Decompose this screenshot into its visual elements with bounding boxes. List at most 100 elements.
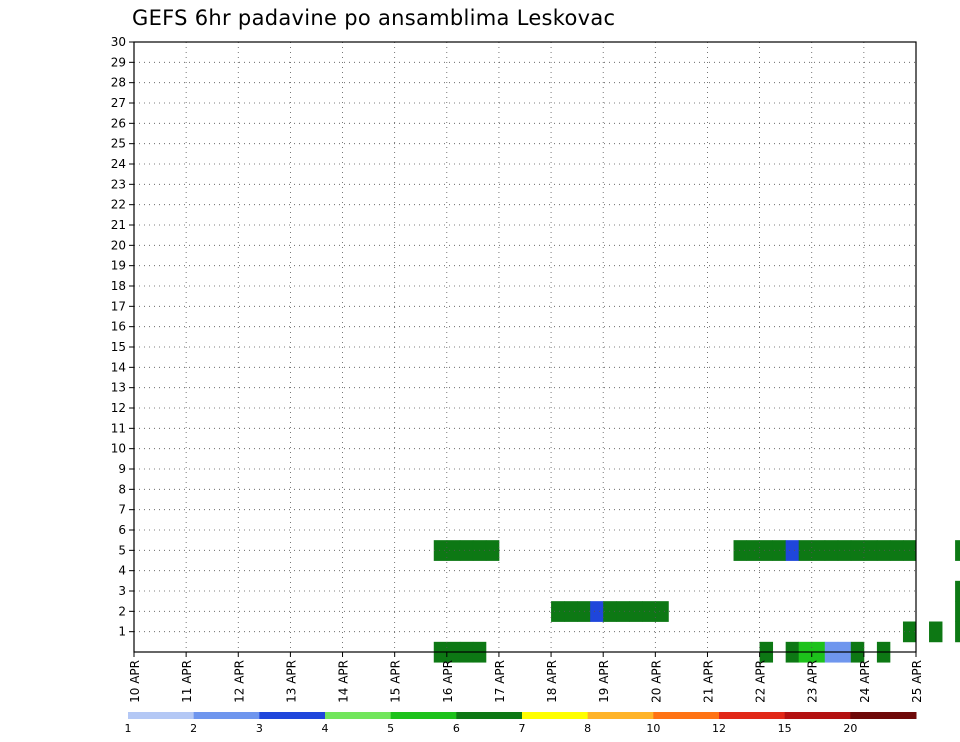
colorbar-label: 3 (256, 722, 263, 735)
x-tick-label: 21 APR (701, 660, 715, 703)
heatmap-cell (616, 601, 630, 622)
y-tick-label: 27 (111, 96, 126, 110)
colorbar-label: 4 (322, 722, 329, 735)
y-tick-label: 5 (118, 543, 126, 557)
x-tick-label: 18 APR (545, 660, 559, 703)
heatmap-cell (850, 540, 865, 561)
heatmap-cell (824, 540, 839, 561)
y-tick-label: 7 (118, 503, 126, 517)
heatmap-cells (433, 540, 960, 663)
colorbar-label: 1 (125, 722, 132, 735)
colorbar-swatch (784, 712, 851, 719)
y-tick-label: 3 (118, 584, 126, 598)
heatmap-cell (889, 540, 904, 561)
colorbar-label: 6 (453, 722, 460, 735)
colorbar-swatch (259, 712, 326, 719)
y-tick-label: 19 (111, 259, 126, 273)
heatmap-cell (955, 580, 960, 602)
heatmap-cell (564, 601, 578, 622)
y-tick-label: 4 (118, 564, 126, 578)
heatmap-cell (433, 540, 448, 561)
y-tick-label: 18 (111, 279, 126, 293)
heatmap-cell (798, 540, 813, 561)
y-tick-label: 22 (111, 198, 126, 212)
colorbar: 1 2 3 4 5 6 7 8 10 12 15 20 (125, 712, 917, 735)
y-tick-label: 20 (111, 238, 126, 252)
x-tick-label: 20 APR (649, 660, 663, 703)
heatmap-cell (785, 540, 800, 561)
colorbar-swatch (850, 712, 917, 719)
heatmap-cell (876, 540, 891, 561)
y-tick-label: 28 (111, 76, 126, 90)
heatmap-cell (629, 601, 643, 622)
y-tick-label: 17 (111, 299, 126, 313)
y-tick-label: 26 (111, 116, 126, 130)
heatmap-cell (746, 540, 760, 561)
heatmap-cell (551, 601, 565, 622)
heatmap-cell (863, 540, 878, 561)
x-tick-label: 19 APR (597, 660, 611, 703)
x-tick-label: 25 APR (910, 660, 924, 703)
y-tick-label: 16 (111, 320, 126, 334)
colorbar-label: 15 (778, 722, 792, 735)
colorbar-label: 12 (712, 722, 726, 735)
colorbar-swatch (719, 712, 786, 719)
x-tick-label: 12 APR (232, 660, 246, 703)
heatmap-cell (655, 601, 669, 622)
heatmap-cell (929, 621, 943, 643)
x-tick-label: 14 APR (337, 660, 351, 703)
y-axis-ticks: 1234567891011121314151617181920212223242… (111, 35, 134, 639)
y-tick-label: 6 (118, 523, 126, 537)
y-tick-label: 11 (111, 421, 126, 435)
y-tick-label: 29 (111, 55, 126, 69)
y-tick-label: 10 (111, 442, 126, 456)
colorbar-swatch (587, 712, 654, 719)
colorbar-swatch (325, 712, 392, 719)
grid-lines (134, 42, 916, 652)
colorbar-label: 5 (387, 722, 394, 735)
heatmap-cell (759, 540, 774, 561)
y-tick-label: 8 (118, 482, 126, 496)
heatmap-cell (955, 601, 960, 622)
heatmap-cell (446, 540, 461, 561)
heatmap-cell (590, 601, 604, 622)
y-tick-label: 25 (111, 137, 126, 151)
y-tick-label: 23 (111, 177, 126, 191)
colorbar-label: 8 (584, 722, 591, 735)
x-axis-ticks: 10 APR 11 APR 12 APR 13 APR 14 APR 15 APR 16 A… (128, 652, 924, 703)
x-tick-label: 11 APR (180, 660, 194, 703)
y-tick-label: 12 (111, 401, 126, 415)
y-tick-label: 1 (118, 625, 126, 639)
y-tick-label: 21 (111, 218, 126, 232)
x-tick-label: 13 APR (284, 660, 298, 703)
colorbar-label: 20 (843, 722, 857, 735)
y-tick-label: 14 (111, 360, 126, 374)
x-tick-label: 23 APR (806, 660, 820, 703)
x-tick-label: 10 APR (128, 660, 142, 703)
colorbar-label: 7 (519, 722, 526, 735)
colorbar-label: 2 (190, 722, 197, 735)
x-tick-label: 17 APR (493, 660, 507, 703)
x-tick-label: 24 APR (858, 660, 872, 703)
x-tick-label: 22 APR (754, 660, 768, 703)
colorbar-swatch (456, 712, 523, 719)
y-tick-label: 15 (111, 340, 126, 354)
colorbar-swatch (193, 712, 260, 719)
y-tick-label: 24 (111, 157, 126, 171)
x-tick-label: 15 APR (389, 660, 403, 703)
colorbar-label: 10 (646, 722, 660, 735)
colorbar-swatch (128, 712, 195, 719)
colorbar-swatch (522, 712, 589, 719)
heatmap-cell (955, 540, 960, 561)
heatmap-cell (811, 540, 826, 561)
y-tick-label: 2 (118, 604, 126, 618)
y-tick-label: 9 (118, 462, 126, 476)
heatmap-cell (485, 540, 500, 561)
x-tick-label: 16 APR (441, 660, 455, 703)
chart-title: GEFS 6hr padavine po ansamblima Leskovac (132, 6, 616, 30)
heatmap-cell (733, 540, 747, 561)
colorbar-swatch (390, 712, 457, 719)
y-tick-label: 13 (111, 381, 126, 395)
colorbar-swatch (653, 712, 720, 719)
